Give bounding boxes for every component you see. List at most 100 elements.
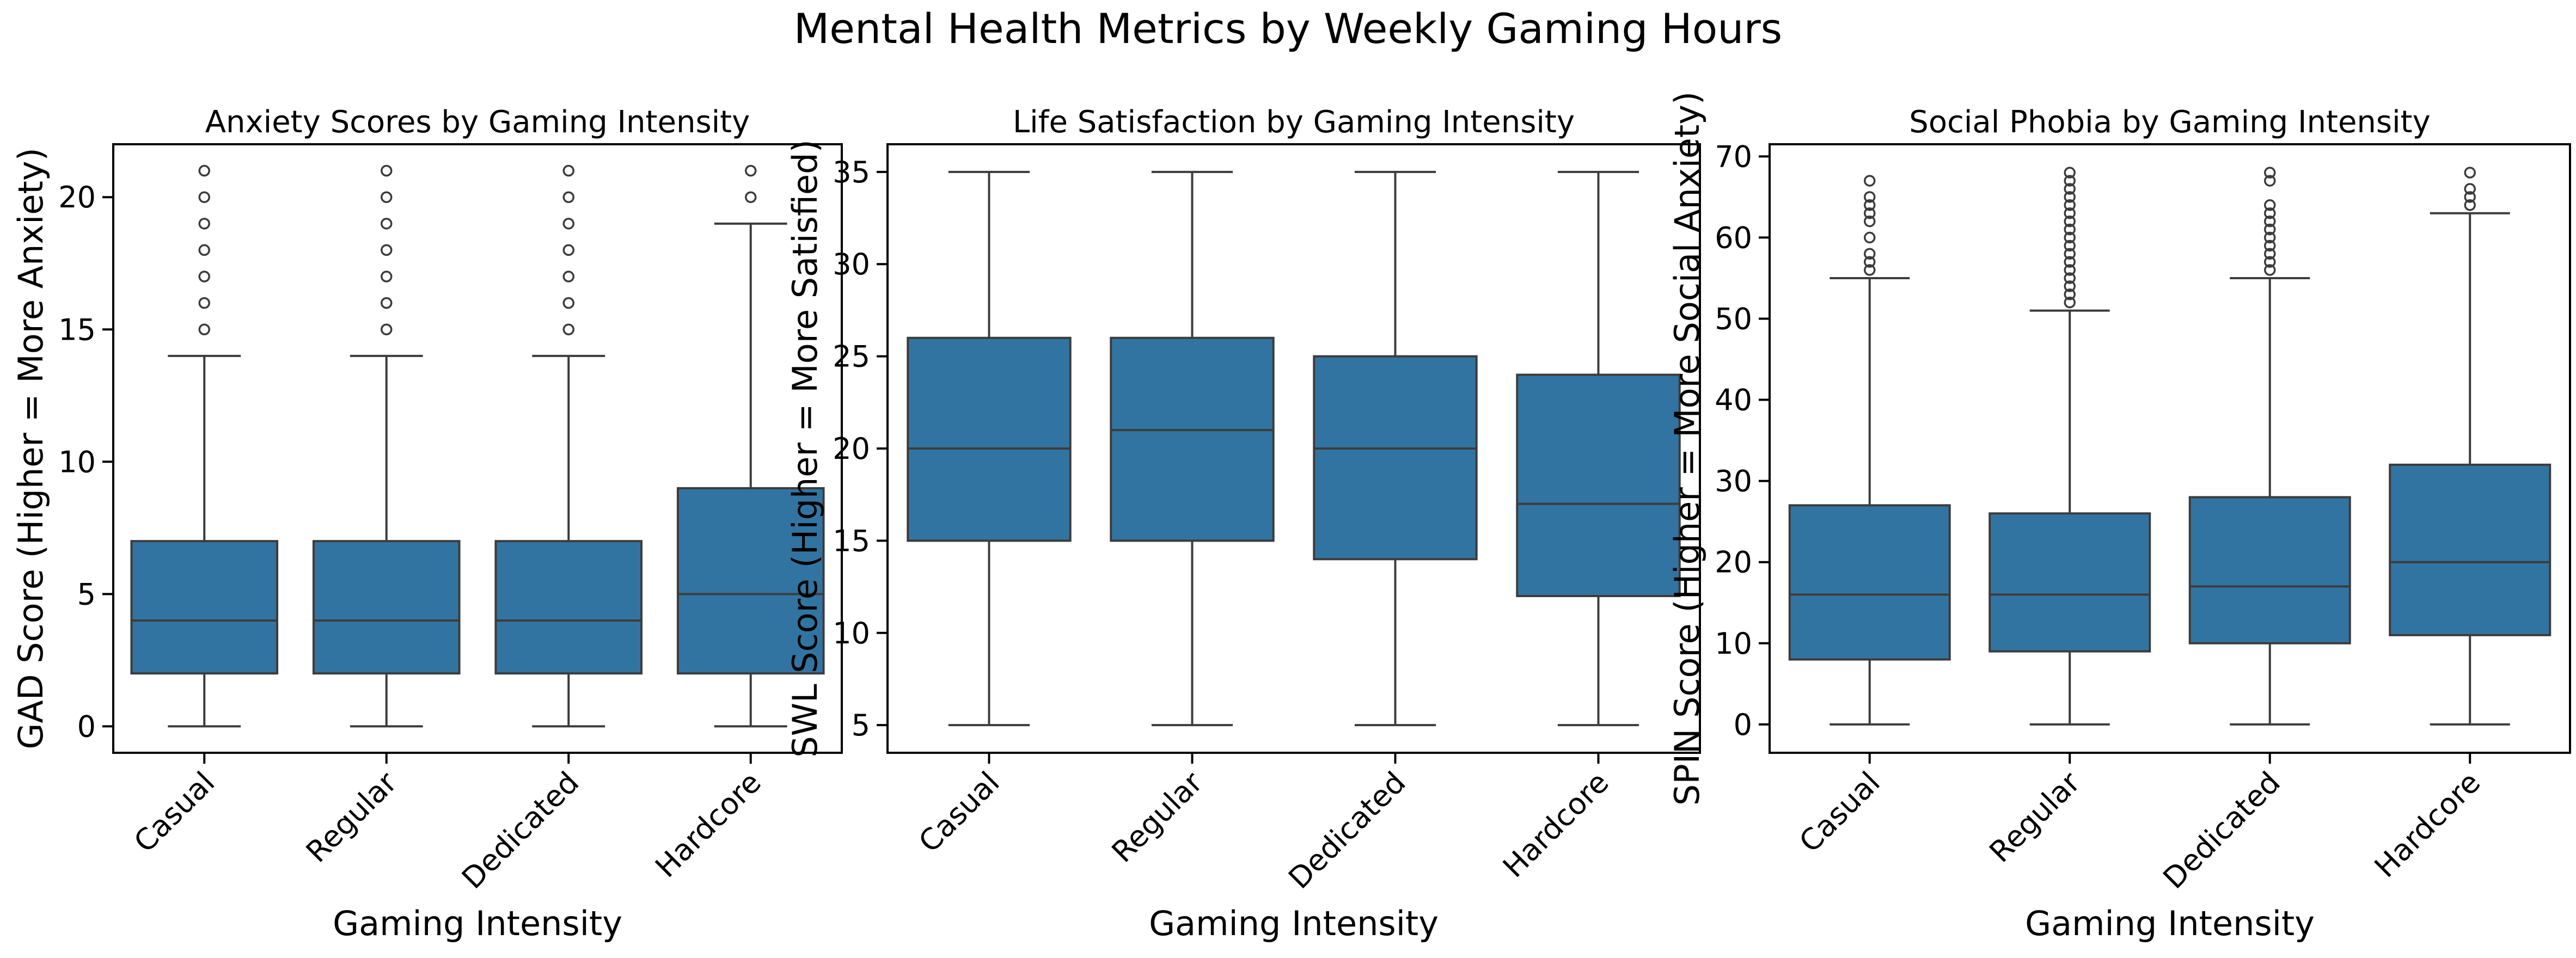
x-axis-label: Gaming Intensity bbox=[1149, 904, 1439, 943]
y-tick-label: 50 bbox=[1715, 302, 1752, 336]
outlier-point bbox=[381, 323, 393, 336]
outlier-point bbox=[2264, 248, 2276, 260]
outlier-point bbox=[198, 191, 210, 203]
y-axis-label: SWL Score (Higher = More Satisfied) bbox=[785, 139, 825, 757]
outlier-point bbox=[2064, 215, 2076, 228]
x-axis-label: Gaming Intensity bbox=[2025, 904, 2315, 943]
outlier-point bbox=[2464, 167, 2476, 179]
outlier-point bbox=[1864, 264, 1876, 276]
outlier-point bbox=[2064, 264, 2076, 276]
plot-frame bbox=[112, 143, 843, 754]
iqr-box bbox=[1988, 512, 2151, 653]
chart-panel-3: Social Phobia by Gaming Intensity 0 10 20 30… bbox=[1667, 91, 2571, 943]
iqr-box bbox=[676, 487, 825, 675]
outlier-point bbox=[2064, 183, 2076, 195]
x-tick-label: Casual bbox=[1792, 765, 1887, 859]
outlier-point bbox=[2064, 199, 2076, 211]
outlier-point bbox=[2064, 296, 2076, 309]
y-tick-label: 70 bbox=[1715, 139, 1752, 174]
outlier-point bbox=[198, 244, 210, 256]
y-tick-label: 10 bbox=[1715, 627, 1752, 661]
x-tick-label: Hardcore bbox=[1496, 765, 1616, 885]
outlier-point bbox=[2264, 223, 2276, 236]
y-tick-label: 30 bbox=[1715, 464, 1752, 499]
outlier-point bbox=[1864, 248, 1876, 260]
box-hardcore bbox=[2389, 167, 2551, 726]
outlier-point bbox=[562, 244, 574, 256]
y-tick-label: 20 bbox=[58, 180, 96, 214]
outlier-point bbox=[2264, 240, 2276, 252]
chart-panel-2: Life Satisfaction by Gaming Intensity 5 10… bbox=[785, 105, 1701, 943]
outlier-point bbox=[2264, 207, 2276, 219]
chart-title: Social Phobia by Gaming Intensity bbox=[1909, 105, 2430, 140]
box-dedicated bbox=[494, 164, 643, 728]
outlier-point bbox=[1864, 207, 1876, 219]
outlier-point bbox=[198, 218, 210, 230]
iqr-box bbox=[1313, 355, 1478, 561]
outlier-point bbox=[2264, 256, 2276, 268]
outlier-point bbox=[745, 164, 757, 177]
outlier-point bbox=[2064, 231, 2076, 244]
outlier-point bbox=[2064, 175, 2076, 187]
box-regular bbox=[1988, 167, 2151, 726]
outlier-point bbox=[381, 164, 393, 177]
outlier-point bbox=[2064, 272, 2076, 284]
outlier-point bbox=[2064, 207, 2076, 219]
outlier-point bbox=[2264, 264, 2276, 276]
outlier-point bbox=[381, 244, 393, 256]
y-tick-label: 25 bbox=[833, 340, 870, 374]
outlier-point bbox=[198, 164, 210, 177]
y-tick-label: 5 bbox=[852, 708, 870, 742]
y-tick-label: 60 bbox=[1715, 220, 1752, 255]
box-regular bbox=[312, 164, 461, 728]
outlier-point bbox=[2464, 191, 2476, 203]
y-tick-label: 35 bbox=[833, 155, 870, 189]
outlier-point bbox=[381, 218, 393, 230]
outlier-point bbox=[2064, 240, 2076, 252]
x-tick-label: Regular bbox=[1105, 765, 1210, 869]
box-hardcore bbox=[1516, 170, 1681, 727]
x-tick-label: Dedicated bbox=[2157, 765, 2287, 895]
outlier-point bbox=[381, 271, 393, 283]
iqr-box bbox=[494, 540, 643, 675]
outlier-point bbox=[381, 191, 393, 203]
x-tick-label: Casual bbox=[127, 765, 222, 859]
y-tick-label: 20 bbox=[833, 432, 870, 466]
y-tick-label: 10 bbox=[833, 616, 870, 650]
outlier-point bbox=[562, 191, 574, 203]
outlier-point bbox=[2464, 183, 2476, 195]
outlier-point bbox=[2264, 167, 2276, 179]
iqr-box bbox=[130, 540, 279, 675]
outlier-point bbox=[2064, 223, 2076, 236]
outlier-point bbox=[2064, 191, 2076, 203]
y-tick-label: 30 bbox=[833, 247, 870, 281]
y-tick-label: 15 bbox=[58, 312, 96, 347]
chart-title: Life Satisfaction by Gaming Intensity bbox=[1013, 105, 1575, 140]
chart-panel-1: Anxiety Scores by Gaming Intensity 0 5 10 15… bbox=[11, 105, 843, 943]
x-tick-label: Regular bbox=[299, 765, 404, 869]
y-tick-label: 40 bbox=[1715, 383, 1752, 417]
box-hardcore bbox=[676, 164, 825, 728]
box-casual bbox=[907, 170, 1072, 727]
outlier-point bbox=[2464, 199, 2476, 211]
iqr-box bbox=[1110, 336, 1275, 542]
outlier-point bbox=[2064, 280, 2076, 292]
outlier-point bbox=[2264, 215, 2276, 228]
box-casual bbox=[130, 164, 279, 728]
outlier-point bbox=[562, 164, 574, 177]
outlier-point bbox=[1864, 231, 1876, 244]
x-axis-label: Gaming Intensity bbox=[333, 904, 622, 943]
outlier-point bbox=[198, 271, 210, 283]
outlier-point bbox=[562, 271, 574, 283]
outlier-point bbox=[562, 297, 574, 309]
y-tick-label: 15 bbox=[833, 524, 870, 558]
outlier-point bbox=[1864, 175, 1876, 187]
outlier-point bbox=[198, 297, 210, 309]
y-tick-label: 5 bbox=[77, 577, 96, 611]
outlier-point bbox=[2064, 167, 2076, 179]
y-tick-label: 10 bbox=[58, 445, 96, 479]
x-tick-label: Hardcore bbox=[648, 765, 768, 885]
figure-title: Mental Health Metrics by Weekly Gaming H… bbox=[793, 4, 1783, 53]
